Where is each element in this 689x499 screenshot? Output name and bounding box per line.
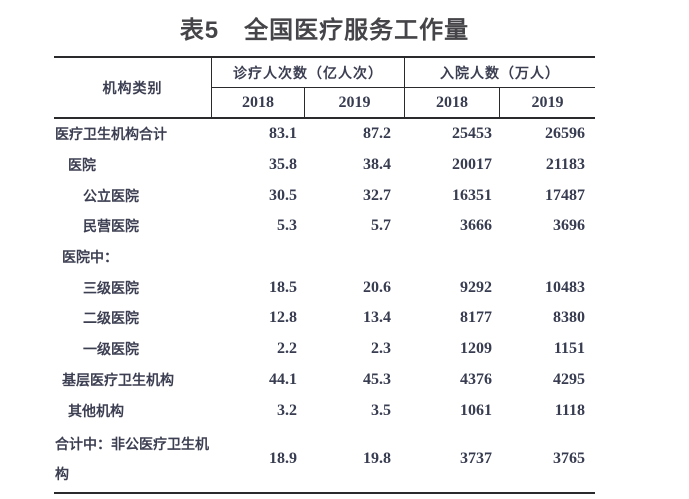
table-row: 基层医疗卫生机构 44.1 45.3 4376 4295 <box>54 365 595 396</box>
admissions-group-header: 入院人数（万人） <box>405 58 595 88</box>
table-sheet: 表5 全国医疗服务工作量 机构类别 诊疗人次数（亿人次） 入院人数（万人） 20… <box>54 16 595 494</box>
value-cell: 2.3 <box>371 340 391 358</box>
value-cell: 9292 <box>460 278 492 296</box>
value-cell: 3.2 <box>277 401 297 419</box>
value-cell: 3696 <box>553 217 585 235</box>
value-cell: 4295 <box>553 370 585 388</box>
row-label: 民营医院 <box>83 218 139 235</box>
row-label: 二级医院 <box>83 310 139 327</box>
value-cell: 19.8 <box>363 449 391 467</box>
table-row: 医院中： <box>54 242 595 273</box>
table-row: 一级医院 2.2 2.3 1209 1151 <box>54 334 595 365</box>
table-row: 医疗卫生机构合计 83.1 87.2 25453 26596 <box>54 119 595 150</box>
row-label: 医院中： <box>62 249 118 266</box>
value-cell: 20.6 <box>363 278 391 296</box>
year-header: 2019 <box>305 88 405 117</box>
row-label: 公立医院 <box>83 187 139 204</box>
row-label: 基层医疗卫生机构 <box>62 371 174 388</box>
value-cell: 17487 <box>545 186 585 204</box>
row-label: 医院 <box>68 157 96 174</box>
visits-group-header: 诊疗人次数（亿人次） <box>212 58 405 88</box>
table-row: 医院 35.8 38.4 20017 21183 <box>54 150 595 181</box>
value-cell: 1061 <box>460 401 492 419</box>
value-cell: 18.5 <box>269 278 297 296</box>
value-cell: 21183 <box>545 156 585 174</box>
value-cell: 83.1 <box>269 125 297 143</box>
value-cell: 3666 <box>460 217 492 235</box>
value-cell: 10483 <box>545 278 585 296</box>
value-cell: 32.7 <box>363 186 391 204</box>
value-cell: 26596 <box>545 125 585 143</box>
value-cell: 3737 <box>460 449 492 467</box>
value-cell: 2.2 <box>277 340 297 358</box>
table-title: 表5 全国医疗服务工作量 <box>179 17 470 44</box>
value-cell: 45.3 <box>363 370 391 388</box>
value-cell: 18.9 <box>269 449 297 467</box>
table-row: 三级医院 18.5 20.6 9292 10483 <box>54 272 595 303</box>
value-cell: 8380 <box>553 309 585 327</box>
value-cell: 87.2 <box>363 125 391 143</box>
value-cell: 16351 <box>452 186 492 204</box>
value-cell: 3765 <box>553 449 585 467</box>
value-cell: 8177 <box>460 309 492 327</box>
value-cell: 12.8 <box>269 309 297 327</box>
table-row: 其他机构 3.2 3.5 1061 1118 <box>54 395 595 426</box>
row-label: 医疗卫生机构合计 <box>55 126 167 143</box>
value-cell: 25453 <box>452 125 492 143</box>
value-cell: 1209 <box>460 340 492 358</box>
table-row: 合计中：非公医疗卫生机构 18.9 19.8 3737 3765 <box>54 426 595 492</box>
value-cell: 20017 <box>452 156 492 174</box>
table-body: 医疗卫生机构合计 83.1 87.2 25453 26596 医院 35.8 3… <box>54 119 595 494</box>
value-cell: 5.7 <box>371 217 391 235</box>
row-label: 一级医院 <box>83 341 139 358</box>
table-row: 民营医院 5.3 5.7 3666 3696 <box>54 211 595 242</box>
value-cell: 38.4 <box>363 156 391 174</box>
table-header: 机构类别 诊疗人次数（亿人次） 入院人数（万人） 2018 2019 2018 … <box>54 56 595 119</box>
value-cell: 35.8 <box>269 156 297 174</box>
value-cell: 30.5 <box>269 186 297 204</box>
table-row: 公立医院 30.5 32.7 16351 17487 <box>54 180 595 211</box>
value-cell: 13.4 <box>363 309 391 327</box>
corner-header: 机构类别 <box>54 58 212 117</box>
value-cell: 5.3 <box>277 217 297 235</box>
value-cell: 4376 <box>460 370 492 388</box>
value-cell: 1118 <box>554 401 585 419</box>
value-cell: 44.1 <box>269 370 297 388</box>
table-row: 二级医院 12.8 13.4 8177 8380 <box>54 303 595 334</box>
row-label: 其他机构 <box>68 402 124 419</box>
year-header: 2019 <box>531 93 564 111</box>
year-header: 2018 <box>405 88 500 117</box>
row-label: 合计中：非公医疗卫生机构 <box>55 435 209 482</box>
row-label: 三级医院 <box>83 279 139 296</box>
value-cell: 1151 <box>553 340 585 358</box>
value-cell: 3.5 <box>371 401 391 419</box>
year-header: 2018 <box>212 88 305 117</box>
